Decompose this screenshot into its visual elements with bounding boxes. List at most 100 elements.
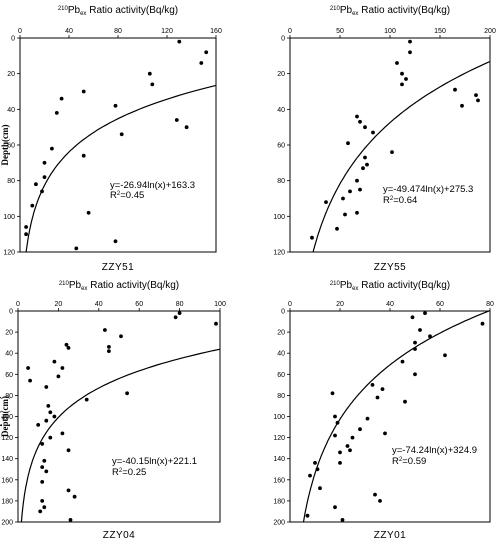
data-point — [24, 225, 28, 229]
data-point — [174, 118, 179, 122]
r-squared: R2=0.59 — [392, 456, 426, 467]
y-tick-label: 20 — [277, 71, 285, 78]
data-point — [305, 513, 310, 518]
x-tick-label: 40 — [95, 301, 103, 308]
fit-curve — [20, 348, 221, 523]
y-tick-label: 180 — [1, 498, 13, 505]
y-tick-label: 160 — [1, 477, 13, 484]
y-tick-label: 0 — [9, 309, 13, 316]
data-point — [340, 518, 345, 522]
data-point — [330, 391, 335, 396]
y-tick-label: 0 — [11, 36, 15, 43]
data-point — [358, 119, 362, 124]
data-point — [370, 383, 375, 387]
data-point — [363, 155, 367, 160]
y-tick-label: 120 — [3, 250, 15, 257]
data-point — [113, 103, 118, 108]
data-point — [72, 494, 77, 499]
panel-name: ZZY04 — [103, 530, 136, 541]
fit-curve — [312, 60, 491, 253]
y-tick-label: 100 — [273, 414, 285, 421]
plot-frame — [19, 37, 217, 253]
y-tick-label: 60 — [5, 372, 13, 379]
y-tick-label: 60 — [277, 143, 285, 150]
y-tick-label: 160 — [273, 477, 285, 484]
data-point — [333, 414, 337, 419]
panel-name: ZZY01 — [374, 530, 407, 541]
y-tick-label: 80 — [5, 393, 13, 400]
data-point — [380, 387, 385, 391]
data-point — [54, 111, 59, 115]
y-tick-label: 20 — [277, 330, 285, 337]
data-point — [413, 372, 417, 377]
data-point — [383, 431, 387, 436]
data-point — [403, 399, 407, 404]
y-tick-label: 80 — [277, 178, 285, 185]
data-point — [177, 311, 182, 315]
y-tick-label: 80 — [7, 178, 15, 185]
data-point — [338, 450, 342, 455]
y-tick-label: 40 — [277, 351, 285, 358]
data-point — [81, 153, 86, 158]
chart-title: 210Pbex Ratio activity(Bq/kg) — [330, 280, 450, 292]
data-point — [363, 125, 367, 130]
data-point — [355, 178, 359, 183]
data-point — [346, 141, 350, 146]
data-point — [371, 130, 375, 135]
data-point — [358, 427, 362, 432]
data-point — [103, 328, 107, 332]
y-tick-label: 20 — [5, 330, 13, 337]
data-point — [361, 166, 365, 171]
data-point — [44, 469, 49, 474]
x-tick-label: 200 — [484, 28, 496, 35]
x-tick-label: 60 — [436, 301, 444, 308]
chart-title: 210Pbex Ratio activity(Bq/kg) — [59, 280, 179, 292]
data-point — [177, 39, 182, 44]
data-point — [42, 160, 47, 165]
x-tick-label: 150 — [434, 28, 446, 35]
x-tick-label: 120 — [161, 28, 173, 35]
chart-panel-zzy55: 0 50 100 150 200 0 20 40 60 80 100 120 210Pbex Ratio… — [273, 5, 496, 273]
chart-panel-zzy51: 0 40 80 120 160 0 20 40 60 80 100 120 210Pbex Ratio … — [0, 5, 222, 273]
x-tick-label: 20 — [55, 301, 63, 308]
data-point — [119, 132, 124, 137]
x-tick-label: 0 — [18, 28, 22, 35]
data-point — [66, 448, 71, 453]
data-point — [52, 414, 57, 419]
r-squared: R2=0.25 — [112, 467, 146, 478]
x-tick-label: 0 — [288, 28, 292, 35]
fit-equation: y=-40.15ln(x)+221.1 — [112, 456, 197, 467]
data-point — [474, 93, 478, 97]
data-point — [40, 499, 45, 503]
data-point — [390, 150, 394, 155]
data-point — [418, 328, 422, 332]
data-point — [214, 321, 218, 326]
fit-equation: y=-74.24ln(x)+324.9 — [392, 445, 477, 456]
data-point — [333, 433, 337, 438]
y-tick-label: 100 — [1, 414, 13, 421]
y-tick-label: 40 — [277, 107, 285, 114]
data-point — [404, 77, 408, 81]
data-point — [60, 366, 65, 370]
data-point — [59, 96, 64, 101]
data-point — [48, 435, 53, 440]
data-point — [315, 467, 320, 472]
data-point — [86, 210, 91, 215]
y-tick-label: 60 — [7, 143, 15, 150]
data-point — [335, 226, 339, 231]
data-point — [400, 359, 405, 364]
data-point — [313, 461, 317, 465]
data-point — [46, 404, 51, 408]
x-tick-label: 80 — [486, 301, 494, 308]
y-tick-label: 140 — [273, 456, 285, 463]
y-tick-label: 120 — [273, 250, 285, 257]
y-tick-label: 20 — [7, 71, 15, 78]
panel-name: ZZY55 — [374, 262, 407, 273]
data-point — [44, 418, 49, 423]
data-point — [42, 505, 47, 510]
data-point — [345, 444, 350, 448]
data-point — [350, 435, 355, 440]
data-point — [30, 203, 35, 208]
data-point — [48, 410, 53, 415]
data-point — [400, 82, 404, 87]
